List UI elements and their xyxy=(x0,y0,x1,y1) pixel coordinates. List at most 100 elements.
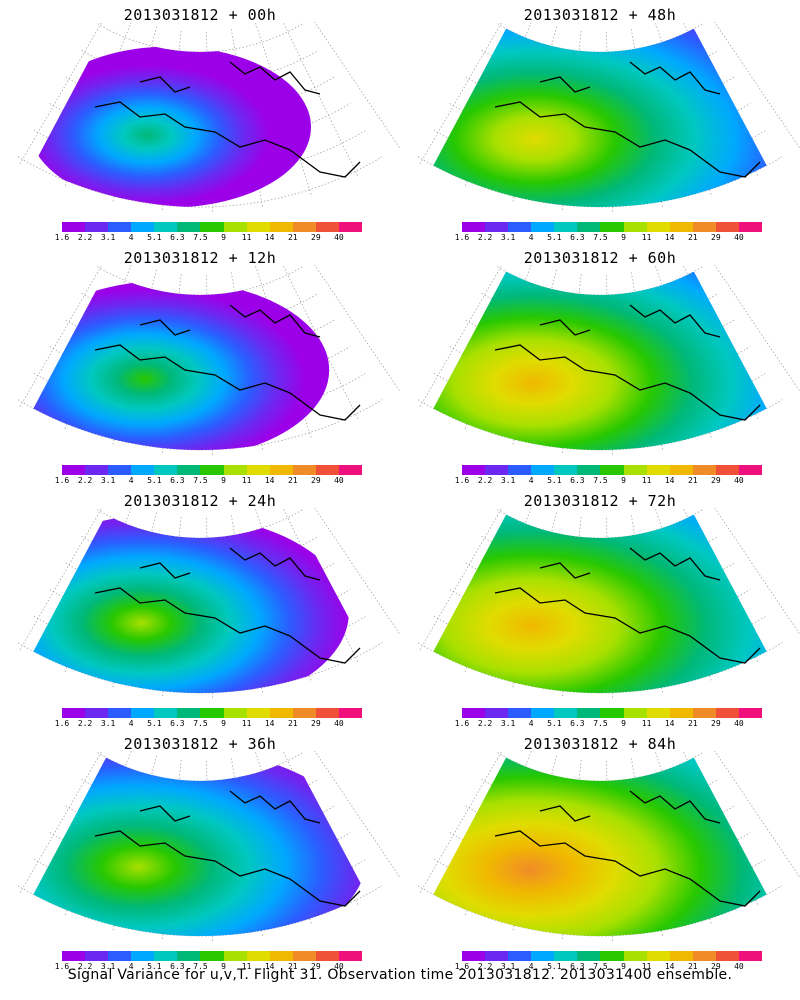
colorbar-tick-label: 14 xyxy=(664,719,675,728)
colorbar-swatch xyxy=(246,708,270,718)
colorbar-tick-label: 11 xyxy=(241,476,252,485)
colorbar-tick-label: 3.1 xyxy=(100,719,116,728)
variance-map xyxy=(417,508,800,698)
colorbar-tick-label: 11 xyxy=(241,962,252,971)
colorbar-labels: 1.6 2.2 3.1 4 5.1 6.3 7.5 9 11 14 21 29 40 xyxy=(55,233,362,243)
colorbar-tick-label: 11 xyxy=(641,962,652,971)
variance-field xyxy=(33,46,311,207)
colorbar-tick-label: 29 xyxy=(711,719,721,728)
colorbar-tick-label: 1.6 xyxy=(54,719,70,728)
colorbar-tick-label: 21 xyxy=(287,476,298,485)
colorbar-swatch xyxy=(246,951,270,961)
colorbar-tick-label: 40 xyxy=(334,476,344,485)
colorbar-tick-label: 6.3 xyxy=(570,962,585,971)
colorbar-tick-label: 1.6 xyxy=(54,476,70,485)
colorbar-tick-label: 29 xyxy=(311,962,321,971)
colorbar-swatch xyxy=(269,465,293,475)
colorbar-tick-label: 21 xyxy=(687,476,698,485)
colorbar-tick-label: 11 xyxy=(641,233,652,242)
colorbar-swatch xyxy=(108,465,132,475)
map-panel: 2013031812 + 36h 1.6 2.2 3.1 4 5.1 6.3 7.5 9 11 14… xyxy=(0,729,400,972)
colorbar-tick-label: 40 xyxy=(734,233,744,242)
colorbar-swatch xyxy=(269,222,293,232)
colorbar-tick-label: 5.1 xyxy=(147,476,162,485)
panel-title: 2013031812 + 12h xyxy=(123,249,277,267)
colorbar-tick-label: 4 xyxy=(128,233,134,242)
colorbar-swatch xyxy=(554,465,578,475)
colorbar-tick-label: 5.1 xyxy=(547,476,562,485)
colorbar-swatch xyxy=(623,708,647,718)
coastline xyxy=(94,790,361,907)
colorbar-swatch xyxy=(554,222,578,232)
colorbar-swatch xyxy=(715,951,739,961)
colorbar-swatch xyxy=(485,708,509,718)
colorbar-tick-label: 4 xyxy=(528,962,534,971)
panel-title: 2013031812 + 84h xyxy=(523,735,677,753)
colorbar-labels: 1.6 2.2 3.1 4 5.1 6.3 7.5 9 11 14 21 29 40 xyxy=(55,962,362,972)
colorbar-swatch xyxy=(292,222,316,232)
colorbar-swatch xyxy=(177,465,201,475)
colorbar-tick-label: 14 xyxy=(664,233,675,242)
colorbar-tick-label: 3.1 xyxy=(500,962,516,971)
colorbar-tick-label: 3.1 xyxy=(100,233,116,242)
colorbar-swatch xyxy=(531,708,555,718)
colorbar-tick-label: 6.3 xyxy=(170,476,185,485)
colorbar-tick-label: 9 xyxy=(621,719,626,728)
colorbar-swatch xyxy=(62,951,86,961)
colorbar-tick-label: 1.6 xyxy=(454,233,470,242)
colorbar-swatch xyxy=(338,951,363,961)
colorbar-swatch xyxy=(315,465,339,475)
colorbar-tick-label: 4 xyxy=(128,962,134,971)
colorbar-tick-label: 3.1 xyxy=(100,476,116,485)
colorbar-swatch xyxy=(738,465,763,475)
colorbar-swatch xyxy=(623,222,647,232)
colorbar-swatch xyxy=(715,708,739,718)
colorbar-tick-label: 1.6 xyxy=(454,476,470,485)
colorbar-tick-label: 3.1 xyxy=(500,719,516,728)
colorbar-swatch xyxy=(177,951,201,961)
colorbar-swatch xyxy=(200,951,224,961)
variance-field xyxy=(433,514,767,693)
colorbar-swatch xyxy=(738,951,763,961)
colorbar-swatch xyxy=(738,222,763,232)
coastline xyxy=(494,61,761,178)
colorbar-swatch xyxy=(338,222,363,232)
colorbar-tick-label: 2.2 xyxy=(477,476,493,485)
colorbar-swatch xyxy=(646,222,670,232)
colorbar-tick-label: 5.1 xyxy=(147,233,162,242)
colorbar-swatch xyxy=(246,465,270,475)
colorbar-tick-label: 14 xyxy=(664,962,675,971)
colorbar-tick-label: 14 xyxy=(264,962,275,971)
colorbar-swatch xyxy=(292,951,316,961)
colorbar-swatch xyxy=(531,951,555,961)
variance-map xyxy=(417,751,800,941)
colorbar-tick-label: 7.5 xyxy=(593,719,608,728)
colorbar-swatch xyxy=(62,222,86,232)
colorbar-swatch xyxy=(577,951,601,961)
colorbar xyxy=(462,222,763,232)
colorbar-swatch xyxy=(577,222,601,232)
colorbar-tick-label: 1.6 xyxy=(54,962,70,971)
colorbar-tick-label: 7.5 xyxy=(593,476,608,485)
colorbar-swatch xyxy=(131,222,155,232)
colorbar-swatch xyxy=(485,222,509,232)
colorbar-tick-label: 29 xyxy=(311,719,321,728)
colorbar-tick-label: 40 xyxy=(734,719,744,728)
colorbar-tick-label: 11 xyxy=(641,476,652,485)
colorbar-tick-label: 2.2 xyxy=(477,719,493,728)
colorbar-swatch xyxy=(715,465,739,475)
colorbar-swatch xyxy=(315,222,339,232)
map-panel: 2013031812 + 84h 1.6 2.2 3.1 4 5.1 6.3 7.5 9 11 14… xyxy=(400,729,800,971)
colorbar-swatch xyxy=(669,465,693,475)
colorbar-tick-label: 9 xyxy=(621,962,626,971)
variance-field xyxy=(433,271,767,450)
colorbar-tick-label: 5.1 xyxy=(147,719,162,728)
variance-field xyxy=(433,28,767,207)
colorbar-tick-label: 11 xyxy=(641,719,652,728)
coastline xyxy=(94,547,361,664)
panel-title: 2013031812 + 24h xyxy=(123,492,277,510)
variance-field xyxy=(33,280,330,450)
colorbar-swatch xyxy=(85,222,109,232)
colorbar-swatch xyxy=(223,222,247,232)
colorbar-swatch xyxy=(154,951,178,961)
